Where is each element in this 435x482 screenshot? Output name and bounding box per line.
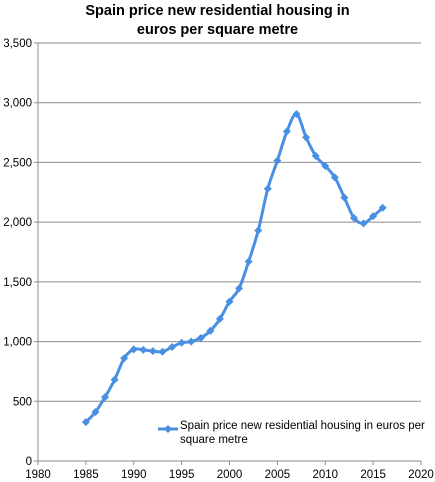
x-tick-label: 2000: [217, 469, 243, 481]
data-point-marker: [302, 133, 311, 142]
data-point-marker: [110, 375, 119, 384]
series-layer: [81, 110, 387, 427]
y-gridlines: [38, 42, 421, 402]
data-point-marker: [148, 347, 157, 356]
series-line: [84, 112, 384, 424]
chart-title-line-2: euros per square metre: [136, 22, 299, 38]
data-point-marker: [369, 212, 378, 221]
data-point-marker: [129, 345, 138, 354]
x-tick-label: 1980: [25, 469, 51, 481]
data-point-marker: [177, 338, 186, 347]
data-point-marker: [263, 184, 272, 193]
x-tick-label: 2020: [408, 469, 434, 481]
data-point-marker: [235, 284, 244, 293]
data-point-marker: [254, 226, 263, 235]
data-point-marker: [340, 193, 349, 202]
data-point-marker: [196, 333, 205, 342]
data-point-marker: [349, 213, 358, 222]
y-tick-label: 1,000: [3, 337, 32, 349]
x-tick-label: 1995: [169, 469, 195, 481]
data-point-marker: [273, 156, 282, 165]
data-point-marker: [91, 408, 100, 417]
data-point-marker: [359, 219, 368, 228]
data-point-marker: [311, 151, 320, 160]
data-point-marker: [292, 110, 301, 119]
y-tick-labels: 0 500 1,000 1,500 2,000 2,500 3,000 3,500: [3, 38, 32, 468]
chart-title: Spain price new residential housing in e…: [0, 2, 435, 40]
data-point-marker: [206, 326, 215, 335]
legend-label: Spain price new residential housing in e…: [180, 420, 425, 446]
y-tick-label: 2,000: [3, 217, 32, 229]
x-tick-label: 1985: [73, 469, 99, 481]
data-point-marker: [139, 345, 148, 354]
data-point-marker: [101, 393, 110, 402]
x-tick-label: 2010: [312, 469, 338, 481]
chart-title-line-1: Spain price new residential housing in: [85, 3, 350, 19]
y-tick-label: 3,500: [3, 38, 32, 50]
data-point-marker: [187, 337, 196, 346]
legend: Spain price new residential housing in e…: [158, 419, 433, 447]
y-tick-label: 2,500: [3, 157, 32, 169]
x-tick-label: 2015: [360, 469, 386, 481]
data-point-marker: [282, 127, 291, 136]
data-point-marker: [225, 297, 234, 306]
x-tick-labels: 1980 1985 1990 1995 2000 2005 2010 2015 2020: [25, 469, 434, 481]
data-point-marker: [321, 162, 330, 171]
data-point-marker: [120, 354, 129, 363]
data-point-marker: [158, 347, 167, 356]
data-point-marker: [244, 257, 253, 266]
data-point-marker: [168, 342, 177, 351]
legend-swatch: [158, 425, 178, 433]
y-tick-label: 3,000: [3, 98, 32, 110]
y-tick-label: 500: [13, 396, 32, 408]
data-point-marker: [215, 314, 224, 323]
data-point-marker: [330, 173, 339, 182]
y-tick-label: 0: [26, 456, 32, 468]
x-tick-label: 1990: [121, 469, 147, 481]
x-tick-label: 2005: [265, 469, 291, 481]
data-point-marker: [81, 418, 90, 427]
y-tick-label: 1,500: [3, 277, 32, 289]
axes: [34, 42, 422, 465]
data-point-marker: [378, 203, 387, 212]
